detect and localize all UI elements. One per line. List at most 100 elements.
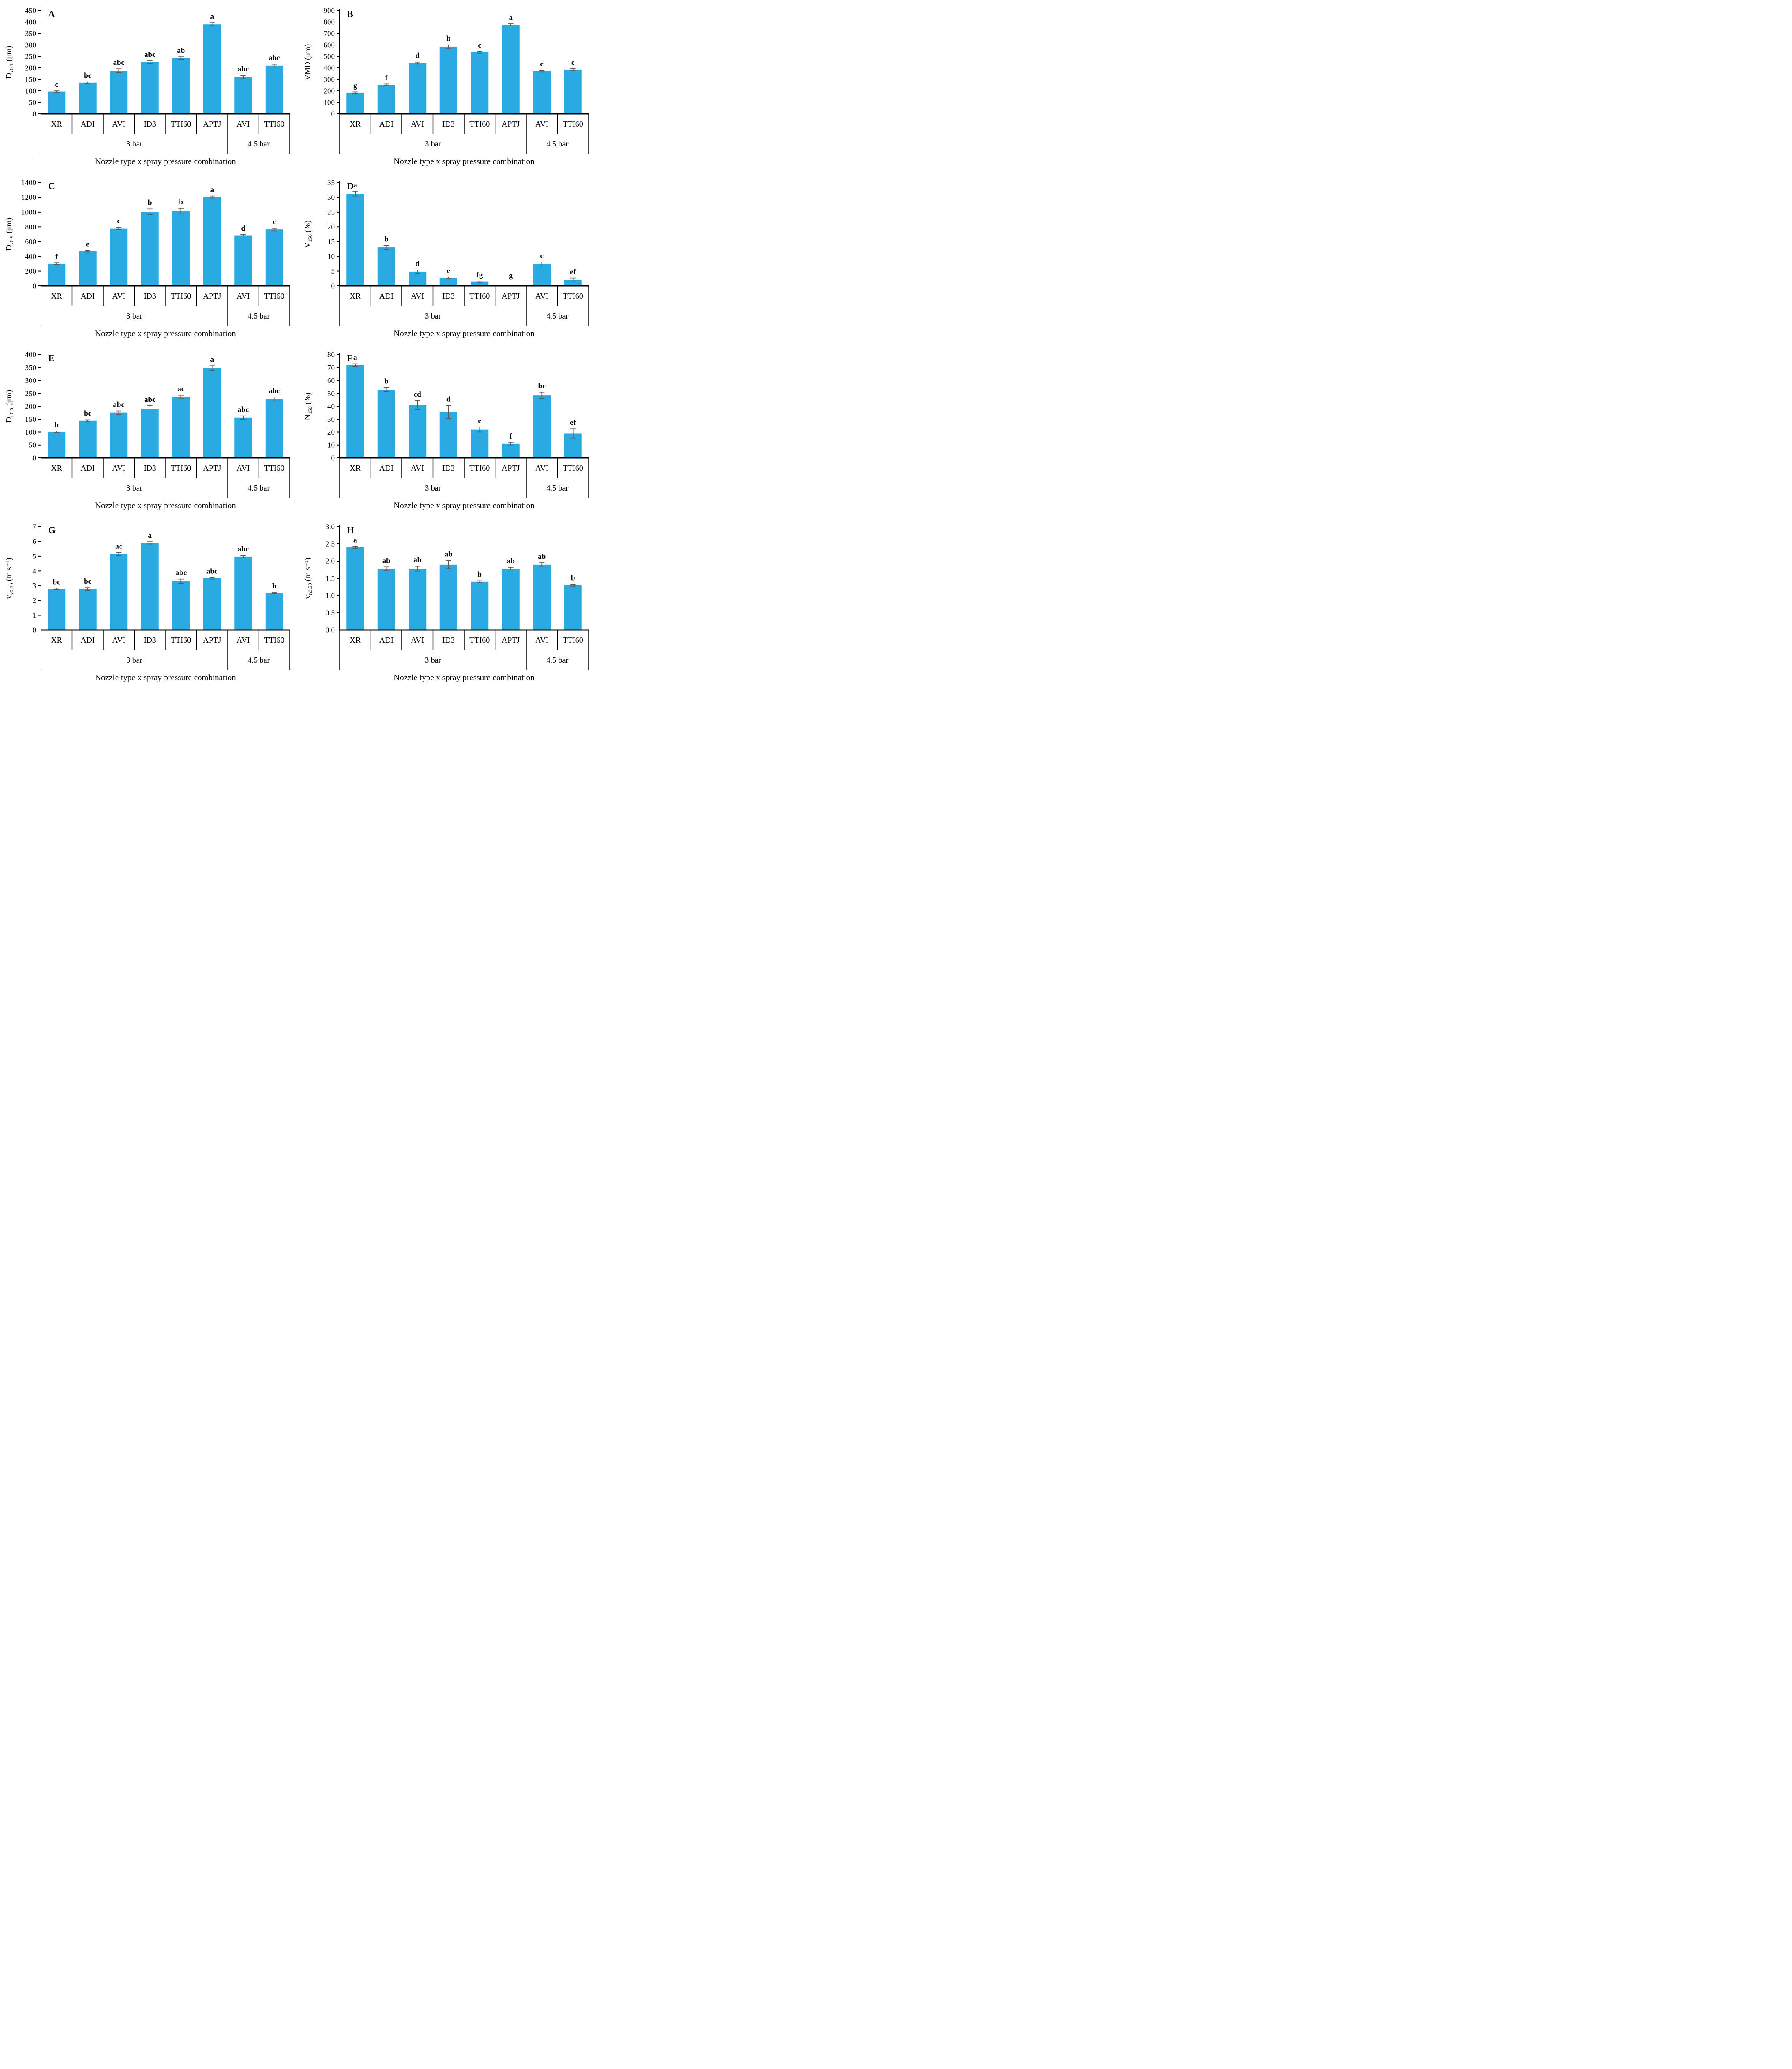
group-label: 3 bar — [126, 311, 142, 320]
bar — [377, 85, 395, 114]
bar — [439, 277, 457, 286]
sig-letter: e — [446, 266, 450, 275]
category-label: TTI60 — [469, 636, 490, 645]
sig-letter: cd — [413, 390, 421, 398]
bar — [346, 365, 364, 458]
category-label: APTJ — [502, 292, 520, 300]
sig-letter: b — [571, 573, 575, 582]
category-label: APTJ — [502, 120, 520, 128]
panel-h: 0.0 0.5 1.0 1.5 2.0 2.5 3.0 a ab ab ab b ab ab b XR ADI A… — [299, 518, 597, 690]
bar — [470, 581, 488, 630]
category-label: TTI60 — [264, 120, 284, 128]
chart-svg-e: 0 50 100 150 200 250 300 350 400 b bc abc abc ac a abc a… — [4, 351, 290, 510]
bar — [564, 279, 582, 286]
category-label: ID3 — [442, 464, 454, 472]
bar — [346, 547, 364, 630]
category-label: ADI — [379, 292, 393, 300]
panel-letter: H — [347, 525, 354, 536]
x-axis-title: Nozzle type x spray pressure combination — [95, 329, 236, 338]
sig-letter: abc — [144, 50, 156, 59]
category-label: ADI — [379, 464, 393, 472]
category-label: XR — [349, 120, 360, 128]
category-label: AVI — [411, 464, 424, 472]
category-label: TTI60 — [562, 464, 583, 472]
category-label: AVI — [535, 464, 548, 472]
category-label: AVI — [535, 636, 548, 645]
y-tick-label: 30 — [327, 415, 335, 424]
sig-letter: abc — [237, 405, 249, 414]
y-tick-label: 50 — [29, 98, 36, 107]
category-label: ID3 — [143, 120, 156, 128]
y-tick-label: 200 — [25, 64, 36, 72]
category-label: XR — [51, 292, 62, 300]
y-tick-label: 100 — [323, 98, 335, 107]
sig-letter: abc — [237, 65, 249, 73]
category-label: ID3 — [442, 636, 454, 645]
group-label: 3 bar — [126, 656, 142, 664]
y-axis-label: vv0.50 (m s⁻¹) — [4, 558, 15, 599]
bar — [470, 429, 488, 458]
sig-letter: b — [54, 420, 58, 429]
y-tick-label: 4 — [32, 567, 36, 575]
y-tick-label: 3 — [32, 581, 36, 590]
sig-letter: abc — [237, 545, 249, 553]
bar — [172, 58, 190, 114]
y-tick-label: 300 — [25, 41, 36, 49]
y-tick-label: 200 — [323, 87, 335, 95]
sig-letter: c — [272, 217, 276, 226]
bar — [502, 569, 520, 630]
sig-letter: ac — [177, 385, 185, 393]
sig-letter: ab — [413, 556, 421, 564]
sig-letter: ab — [444, 550, 452, 558]
bar — [564, 585, 582, 630]
sig-letter: f — [385, 73, 387, 82]
y-tick-label: 600 — [323, 41, 335, 49]
panel-f: 0 10 20 30 40 50 60 70 80 a b cd d e f bc ef XR ADI AVI ID3 T… — [299, 346, 597, 518]
bar — [265, 593, 283, 630]
y-tick-label: 350 — [25, 30, 36, 38]
sig-letter: a — [509, 13, 513, 22]
y-tick-label: 15 — [327, 237, 335, 246]
bar — [203, 197, 221, 286]
panel-d: 0 5 10 15 20 25 30 35 a b d e fg g c ef XR ADI AVI ID3 TTI60… — [299, 174, 597, 346]
bar — [502, 443, 520, 458]
y-tick-label: 70 — [327, 364, 335, 372]
y-tick-label: 80 — [327, 351, 335, 359]
panel-letter: G — [48, 525, 56, 536]
category-label: APTJ — [203, 120, 221, 128]
bar — [532, 564, 551, 630]
y-axis-label: Dv0.9 (μm) — [4, 218, 15, 251]
bar — [109, 554, 127, 630]
bar — [47, 431, 65, 458]
sig-letter: ef — [570, 418, 576, 427]
y-tick-label: 2.5 — [325, 540, 334, 548]
category-label: XR — [51, 120, 62, 128]
group-label: 4.5 bar — [247, 311, 270, 320]
sig-letter: a — [353, 353, 357, 361]
sig-letter: c — [478, 41, 481, 49]
category-label: ID3 — [442, 292, 454, 300]
category-label: AVI — [535, 120, 548, 128]
bar — [408, 569, 426, 630]
y-tick-label: 100 — [25, 428, 36, 436]
category-label: AVI — [236, 464, 250, 472]
bar — [470, 281, 488, 286]
panel-letter: A — [48, 8, 55, 19]
category-label: ID3 — [143, 636, 156, 645]
sig-letter: abc — [144, 395, 156, 404]
bar — [141, 543, 159, 630]
sig-letter: g — [353, 81, 357, 90]
category-label: TTI60 — [171, 120, 191, 128]
y-tick-label: 0 — [32, 454, 36, 462]
sig-letter: ef — [570, 268, 576, 276]
y-axis-label: V150 (%) — [303, 221, 313, 248]
y-tick-label: 10 — [327, 252, 335, 261]
y-tick-label: 60 — [327, 376, 335, 385]
category-label: AVI — [112, 292, 125, 300]
bar — [79, 251, 97, 286]
sig-letter: bc — [52, 577, 60, 586]
category-label: AVI — [112, 120, 125, 128]
group-label: 3 bar — [425, 656, 441, 664]
bar — [203, 368, 221, 458]
y-tick-label: 1.0 — [325, 592, 334, 600]
